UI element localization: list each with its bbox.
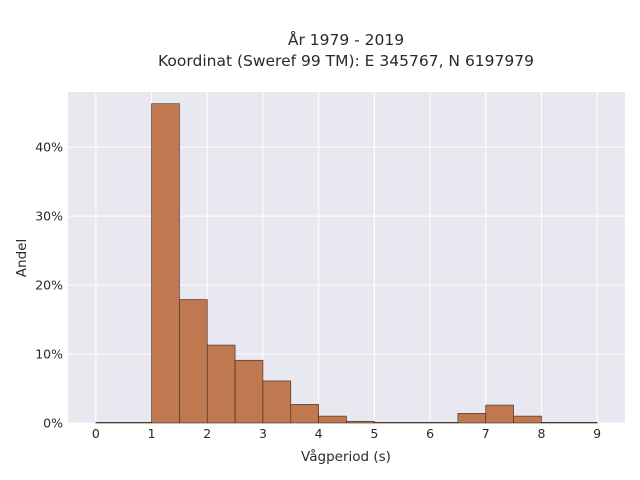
histogram-bar bbox=[346, 420, 375, 424]
x-axis-ticks: 0 1 2 3 4 5 6 7 8 9 bbox=[92, 426, 601, 441]
chart-title-line-2: Koordinat (Sweref 99 TM): E 345767, N 61… bbox=[158, 52, 534, 70]
histogram-bar bbox=[541, 422, 570, 424]
y-axis-ticks: 0% 10% 20% 30% 40% bbox=[35, 140, 63, 431]
histogram-bar bbox=[123, 422, 152, 424]
y-axis-label: Andel bbox=[14, 239, 30, 277]
histogram-bar bbox=[457, 413, 487, 424]
histogram-bar bbox=[95, 422, 124, 424]
x-tick-label: 8 bbox=[537, 426, 545, 441]
y-tick-label: 10% bbox=[35, 347, 63, 362]
histogram-bar bbox=[179, 299, 208, 424]
histogram-bar bbox=[234, 359, 264, 424]
x-tick-label: 3 bbox=[259, 426, 267, 441]
histogram-bar bbox=[568, 422, 598, 424]
histogram-bar bbox=[513, 415, 542, 424]
x-tick-label: 9 bbox=[593, 426, 601, 441]
x-tick-label: 5 bbox=[370, 426, 378, 441]
histogram-bar bbox=[429, 422, 459, 424]
y-tick-label: 0% bbox=[43, 416, 63, 431]
y-tick-label: 30% bbox=[35, 209, 63, 224]
histogram-bar bbox=[151, 103, 180, 424]
x-tick-label: 7 bbox=[482, 426, 490, 441]
histogram-bar bbox=[262, 380, 292, 424]
x-tick-label: 4 bbox=[315, 426, 323, 441]
x-axis-label: Vågperiod (s) bbox=[301, 448, 391, 465]
histogram-bar bbox=[401, 422, 431, 424]
histogram-bar bbox=[485, 404, 514, 424]
x-tick-label: 2 bbox=[203, 426, 211, 441]
x-tick-label: 1 bbox=[148, 426, 156, 441]
histogram-bar bbox=[290, 404, 319, 424]
x-tick-label: 6 bbox=[426, 426, 434, 441]
histogram-bar bbox=[318, 415, 347, 424]
histogram-bars bbox=[95, 103, 598, 424]
histogram-bar bbox=[374, 422, 403, 424]
x-tick-label: 0 bbox=[92, 426, 100, 441]
y-tick-label: 40% bbox=[35, 140, 63, 155]
chart-title-line-1: År 1979 - 2019 bbox=[288, 30, 404, 49]
histogram-bar bbox=[206, 344, 236, 424]
y-tick-label: 20% bbox=[35, 278, 63, 293]
